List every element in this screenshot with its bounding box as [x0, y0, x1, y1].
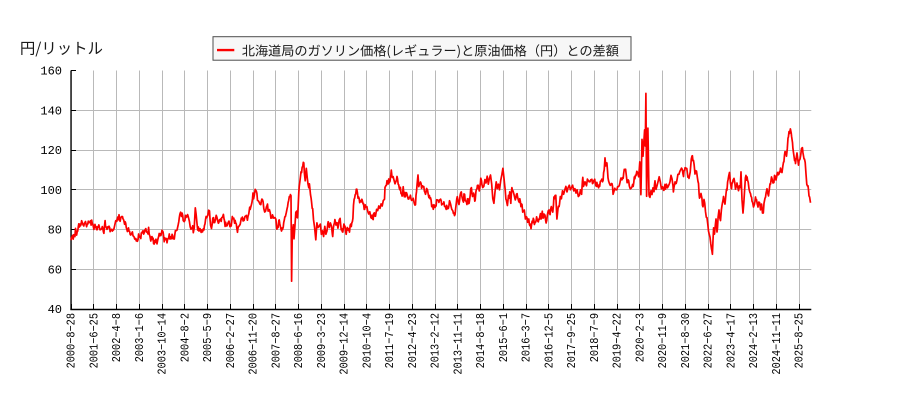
- svg-text:2004−8−2: 2004−8−2: [180, 313, 193, 362]
- svg-text:2015−6−1: 2015−6−1: [498, 313, 511, 363]
- svg-text:2009−3−23: 2009−3−23: [316, 313, 329, 368]
- svg-text:2024−2−13: 2024−2−13: [749, 313, 762, 368]
- svg-text:2007−8−27: 2007−8−27: [271, 313, 284, 368]
- svg-text:2001−6−25: 2001−6−25: [89, 313, 102, 368]
- svg-text:60: 60: [48, 263, 62, 277]
- svg-text:2011−7−19: 2011−7−19: [385, 313, 398, 368]
- svg-text:2012−4−23: 2012−4−23: [407, 313, 420, 368]
- svg-text:2000−8−28: 2000−8−28: [66, 313, 79, 368]
- svg-text:2016−12−5: 2016−12−5: [544, 313, 557, 368]
- svg-text:120: 120: [40, 144, 62, 158]
- svg-text:2021−8−30: 2021−8−30: [680, 313, 693, 369]
- svg-text:100: 100: [40, 184, 62, 198]
- svg-text:2002−4−8: 2002−4−8: [112, 313, 125, 362]
- svg-text:2020−11−9: 2020−11−9: [658, 313, 671, 368]
- svg-text:2006−2−27: 2006−2−27: [225, 313, 238, 368]
- svg-text:140: 140: [40, 104, 62, 118]
- svg-text:2014−8−18: 2014−8−18: [476, 313, 489, 368]
- svg-text:2008−6−16: 2008−6−16: [294, 313, 307, 368]
- svg-text:2017−9−25: 2017−9−25: [567, 313, 580, 368]
- svg-text:2016−3−7: 2016−3−7: [521, 313, 534, 362]
- svg-text:2003−10−14: 2003−10−14: [157, 313, 170, 375]
- svg-text:2020−2−3: 2020−2−3: [635, 313, 648, 362]
- svg-text:2010−10−4: 2010−10−4: [362, 313, 375, 369]
- svg-text:2023−4−17: 2023−4−17: [726, 313, 739, 368]
- svg-text:80: 80: [48, 224, 62, 238]
- svg-text:2013−11−11: 2013−11−11: [453, 313, 466, 375]
- svg-text:2006−11−20: 2006−11−20: [248, 313, 261, 375]
- svg-text:2022−6−27: 2022−6−27: [703, 313, 716, 368]
- svg-text:2005−5−9: 2005−5−9: [203, 313, 216, 362]
- svg-text:2013−2−12: 2013−2−12: [430, 313, 443, 368]
- svg-text:2018−7−9: 2018−7−9: [589, 313, 602, 362]
- svg-text:2025−8−25: 2025−8−25: [794, 313, 807, 368]
- svg-text:2024−11−11: 2024−11−11: [771, 313, 784, 375]
- svg-text:2003−1−6: 2003−1−6: [134, 313, 147, 362]
- svg-text:2009−12−14: 2009−12−14: [339, 313, 352, 375]
- svg-text:2019−4−22: 2019−4−22: [612, 313, 625, 368]
- svg-text:40: 40: [48, 303, 62, 317]
- svg-text:160: 160: [40, 65, 62, 79]
